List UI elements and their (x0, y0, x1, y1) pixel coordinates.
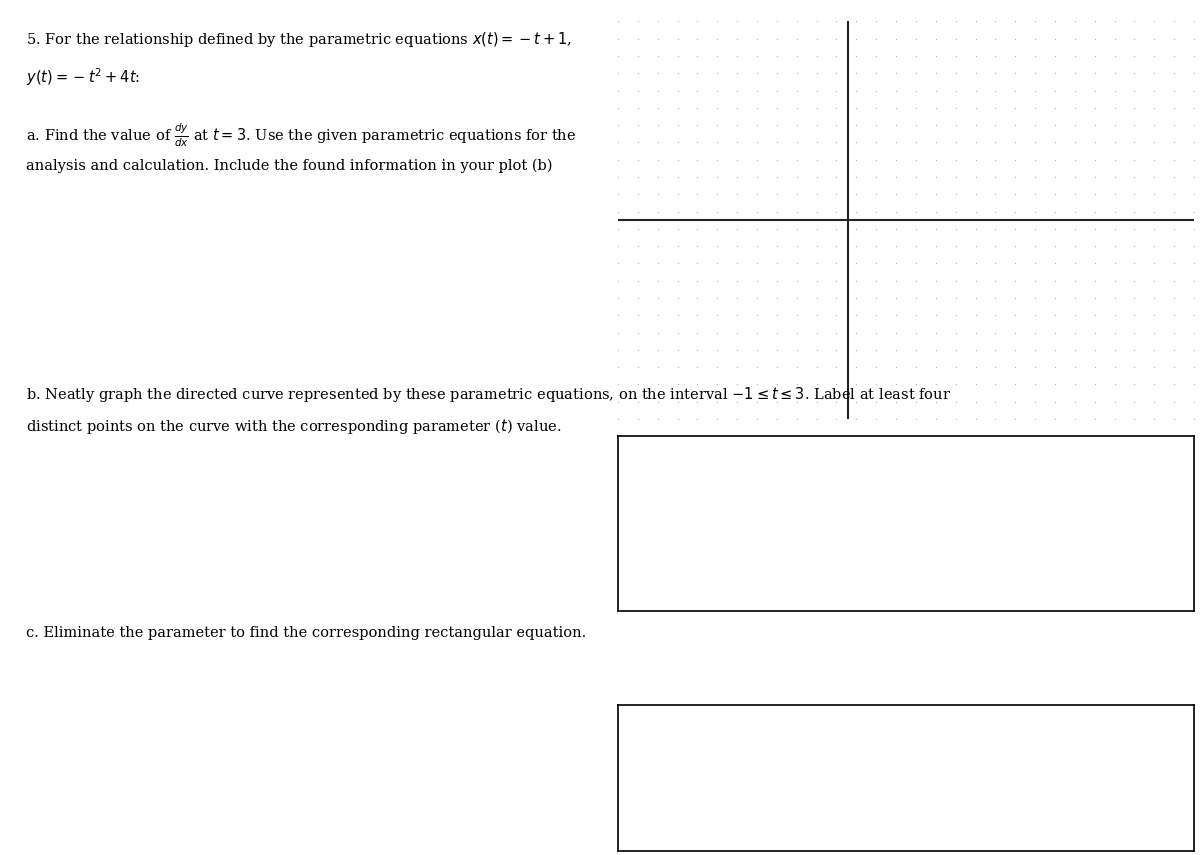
Text: c. Eliminate the parameter to find the corresponding rectangular equation.: c. Eliminate the parameter to find the c… (26, 626, 587, 640)
Text: distinct points on the curve with the corresponding parameter ($t$) value.: distinct points on the curve with the co… (26, 417, 562, 436)
Text: a. Find the value of $\frac{dy}{dx}$ at $t = 3$. Use the given parametric equati: a. Find the value of $\frac{dy}{dx}$ at … (26, 121, 577, 149)
Text: b. Neatly graph the directed curve represented by these parametric equations, on: b. Neatly graph the directed curve repre… (26, 385, 952, 404)
Text: 5. For the relationship defined by the parametric equations $x(t) = -t + 1$,: 5. For the relationship defined by the p… (26, 30, 572, 49)
Text: analysis and calculation. Include the found information in your plot (b): analysis and calculation. Include the fo… (26, 158, 553, 173)
Text: $y(t) = -t^2 + 4t$:: $y(t) = -t^2 + 4t$: (26, 67, 140, 88)
